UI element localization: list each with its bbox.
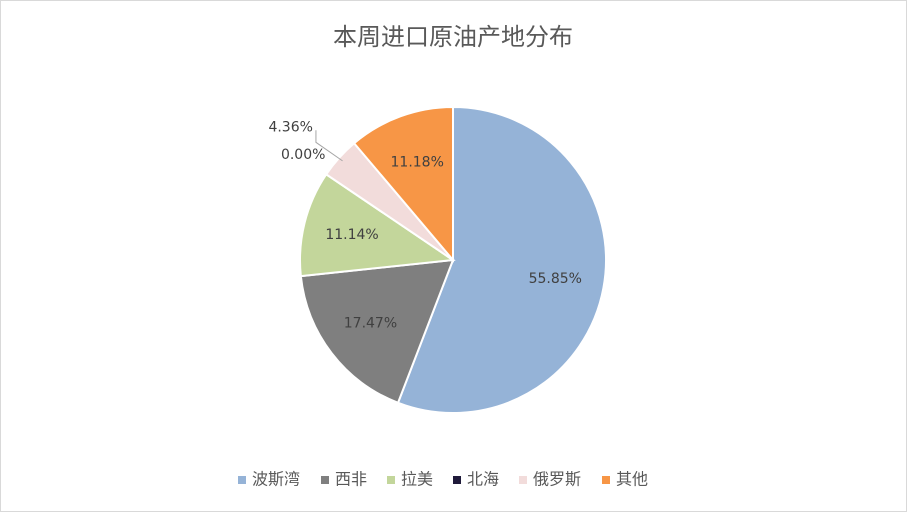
legend-label: 拉美 [401,470,433,489]
data-label: 11.18% [391,154,444,170]
pie-slice [299,258,455,405]
data-label: 55.85% [529,271,582,287]
pie-slice [299,172,456,278]
legend-label: 西非 [335,470,367,489]
legend-swatch [238,476,246,484]
legend-label: 波斯湾 [252,470,300,489]
data-label: 0.00% [281,147,325,163]
legend-swatch [387,476,395,484]
chart-title: 本周进口原油产地分布 [333,23,573,51]
data-label: 11.14% [325,227,378,243]
legend-label: 其他 [616,470,648,489]
pie-slice [396,105,607,414]
legend-swatch [321,476,329,484]
legend-label: 俄罗斯 [533,470,581,489]
data-label: 17.47% [344,315,397,331]
legend-swatch [519,476,527,484]
pie-slice [352,105,454,263]
legend-swatch [453,476,461,484]
legend-label: 北海 [467,470,499,489]
data-label: 4.36% [268,119,312,135]
leader-line [315,130,343,162]
legend-swatch [602,476,610,484]
